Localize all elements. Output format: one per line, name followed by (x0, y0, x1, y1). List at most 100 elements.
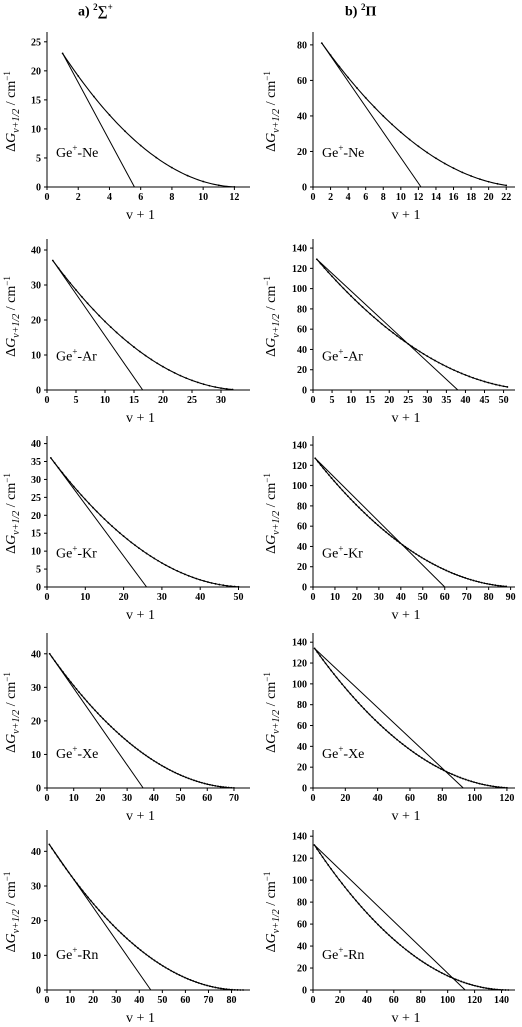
data-point (363, 511, 366, 514)
data-point (396, 941, 399, 944)
y-axis-title: ΔGv+1/2 / cm−1 (262, 672, 282, 753)
y-axis-title-unit: / cm (4, 483, 19, 511)
y-tick-label: 30 (31, 475, 41, 486)
chart-panel-4: 0 5 10 15 20 25 30 35 40 45 50 0 20 40 60 80 100 120 140 Ge… (262, 239, 515, 426)
data-point (435, 157, 437, 160)
data-point (402, 946, 404, 949)
data-point (51, 656, 54, 659)
x-tick-label: 60 (440, 592, 450, 603)
y-tick-label: 0 (302, 986, 307, 997)
vibrational-spacing-curve (62, 53, 235, 188)
data-point (399, 131, 402, 134)
data-point (410, 952, 413, 955)
y-tick-label: 20 (297, 964, 307, 975)
data-point (385, 931, 388, 934)
data-point (497, 786, 500, 788)
x-tick-label: 0 (45, 395, 50, 406)
data-point (380, 322, 383, 325)
vibrational-spacing-curve (316, 258, 508, 388)
y-tick-label: 140 (292, 244, 307, 255)
data-point (176, 570, 179, 572)
data-point (228, 988, 231, 991)
data-point (118, 733, 121, 735)
species-label: Ge+-Rn (322, 945, 364, 963)
y-tick-label: 15 (31, 529, 41, 540)
data-point (168, 566, 171, 569)
data-point (342, 287, 345, 290)
data-point (341, 489, 344, 492)
data-point (220, 387, 222, 389)
y-axis-title-delta: Δ (264, 545, 279, 554)
data-point (475, 580, 478, 583)
data-point (327, 864, 330, 866)
data-point (409, 549, 412, 552)
species-label: Ge+-Ne (322, 143, 364, 161)
data-point (376, 319, 379, 322)
data-point (371, 519, 374, 522)
data-point (118, 532, 121, 534)
y-axis-title-delta: Δ (4, 348, 19, 357)
data-point (369, 313, 372, 315)
species-label: Ge+-Kr (56, 544, 97, 562)
x-axis-title: v + 1 (392, 809, 421, 824)
data-point (115, 331, 118, 334)
data-point (338, 486, 341, 489)
x-tick-label: 0 (311, 192, 316, 203)
y-tick-label: 5 (36, 153, 41, 164)
data-point (319, 262, 322, 265)
data-point (498, 384, 501, 387)
data-point (409, 749, 412, 752)
x-tick-label: 20 (88, 995, 98, 1006)
data-point (53, 462, 56, 464)
data-point (423, 558, 426, 561)
x-tick-label: 90 (506, 592, 516, 603)
data-point (225, 988, 228, 991)
x-tick-label: 8 (381, 192, 386, 203)
y-axis-title: ΔGv+1/2 / cm−1 (2, 872, 22, 953)
data-point (417, 554, 420, 557)
data-point (182, 775, 185, 778)
data-point (482, 986, 485, 989)
data-point (51, 847, 53, 850)
data-point (344, 492, 347, 495)
data-point (163, 766, 166, 769)
data-point (484, 783, 486, 786)
data-point (112, 728, 115, 731)
chart-panel-3: 0 5 10 15 20 25 30 0 10 20 30 40 Ge+-Ar v + 1 ΔGv+1/2 … (2, 239, 250, 426)
data-point (393, 537, 396, 540)
species-label-sup: + (72, 544, 77, 554)
data-point (94, 709, 96, 712)
data-point (81, 889, 84, 892)
species-label-rest: -Ar (343, 350, 363, 365)
x-tick-label: 70 (203, 995, 213, 1006)
x-axis-title: v + 1 (392, 411, 421, 426)
data-point (196, 381, 199, 384)
data-point (456, 775, 459, 778)
data-point (147, 756, 150, 759)
y-tick-label: 40 (297, 542, 307, 553)
data-point (108, 114, 111, 116)
x-tick-label: 25 (187, 395, 197, 406)
data-point (502, 385, 505, 388)
data-point (398, 541, 401, 544)
data-point (139, 144, 142, 147)
data-point (373, 106, 376, 109)
data-point (202, 180, 205, 183)
data-point (478, 178, 481, 181)
y-axis-title: ΔGv+1/2 / cm−1 (262, 276, 282, 357)
chart-panel-8: 0 20 40 60 80 100 120 0 20 40 60 80 100 120 140 Ge+-Xe v… (262, 633, 515, 824)
x-tick-label: 80 (437, 793, 447, 804)
y-tick-label: 40 (297, 942, 307, 953)
x-tick-label: 20 (335, 995, 345, 1006)
data-point (155, 156, 158, 159)
data-point (61, 52, 64, 55)
data-point (168, 769, 171, 771)
y-axis-title-sub: v+1/2 (271, 710, 282, 734)
data-point (164, 564, 167, 567)
data-point (92, 903, 95, 905)
data-point (411, 345, 413, 348)
x-tick-label: 25 (403, 395, 413, 406)
data-point (187, 574, 190, 577)
data-point (357, 302, 360, 305)
y-tick-label: 80 (297, 700, 307, 711)
